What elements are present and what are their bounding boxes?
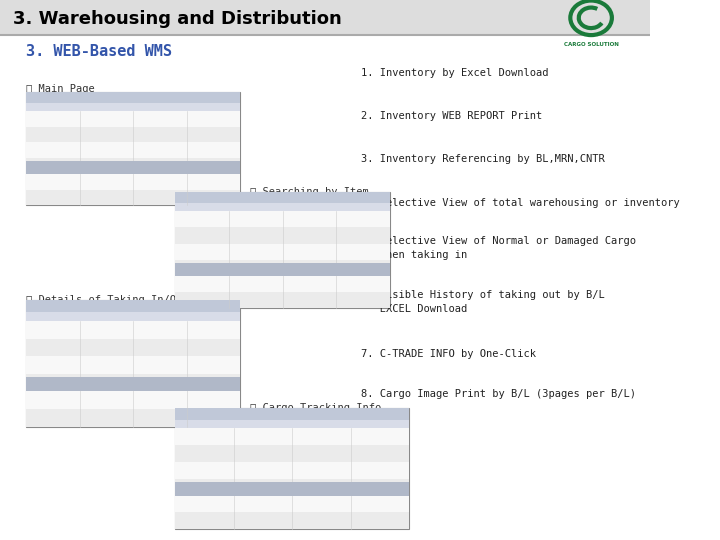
FancyBboxPatch shape (176, 203, 390, 212)
Text: ③ Details of Taking In/Out: ③ Details of Taking In/Out (26, 295, 189, 305)
FancyBboxPatch shape (176, 408, 409, 529)
Text: 7. C-TRADE INFO by One-Click: 7. C-TRADE INFO by One-Click (361, 349, 536, 359)
FancyBboxPatch shape (26, 174, 240, 190)
FancyBboxPatch shape (176, 212, 390, 227)
FancyBboxPatch shape (26, 374, 240, 391)
Text: ② Searching by Item: ② Searching by Item (250, 187, 369, 197)
FancyBboxPatch shape (26, 103, 240, 111)
FancyBboxPatch shape (26, 321, 240, 339)
FancyBboxPatch shape (176, 227, 390, 244)
FancyBboxPatch shape (176, 244, 390, 260)
FancyBboxPatch shape (176, 263, 390, 276)
FancyBboxPatch shape (176, 292, 390, 308)
Text: 5. Selective View of Normal or Damaged Cargo
   when taking in: 5. Selective View of Normal or Damaged C… (361, 237, 636, 260)
Text: ④ Cargo Tracking Info.: ④ Cargo Tracking Info. (250, 403, 387, 413)
FancyBboxPatch shape (26, 92, 240, 103)
Text: ① Main Page: ① Main Page (26, 84, 95, 94)
FancyBboxPatch shape (26, 339, 240, 356)
FancyBboxPatch shape (26, 158, 240, 174)
FancyBboxPatch shape (176, 192, 390, 308)
FancyBboxPatch shape (0, 0, 649, 35)
Text: 1. Inventory by Excel Download: 1. Inventory by Excel Download (361, 68, 548, 78)
Text: 6. Visible History of taking out by B/L
   EXCEL Download: 6. Visible History of taking out by B/L … (361, 291, 604, 314)
Text: 2. Inventory WEB REPORT Print: 2. Inventory WEB REPORT Print (361, 111, 541, 121)
FancyBboxPatch shape (176, 260, 390, 276)
FancyBboxPatch shape (26, 300, 240, 312)
FancyBboxPatch shape (26, 356, 240, 374)
FancyBboxPatch shape (26, 190, 240, 205)
FancyBboxPatch shape (176, 192, 390, 203)
Text: 3. Inventory Referencing by BL,MRN,CNTR: 3. Inventory Referencing by BL,MRN,CNTR (361, 154, 604, 164)
FancyBboxPatch shape (176, 479, 409, 496)
FancyBboxPatch shape (176, 512, 409, 529)
FancyBboxPatch shape (176, 420, 409, 428)
FancyBboxPatch shape (176, 408, 409, 420)
Text: 3. Warehousing and Distribution: 3. Warehousing and Distribution (13, 10, 342, 28)
FancyBboxPatch shape (26, 143, 240, 158)
Text: CARGO SOLUTION: CARGO SOLUTION (564, 42, 618, 47)
FancyBboxPatch shape (176, 462, 409, 479)
FancyBboxPatch shape (26, 92, 240, 205)
FancyBboxPatch shape (176, 482, 409, 496)
FancyBboxPatch shape (26, 161, 240, 174)
FancyBboxPatch shape (26, 111, 240, 127)
Text: 3. WEB-Based WMS: 3. WEB-Based WMS (26, 44, 172, 59)
FancyBboxPatch shape (26, 312, 240, 321)
FancyBboxPatch shape (26, 377, 240, 392)
FancyBboxPatch shape (176, 496, 409, 512)
FancyBboxPatch shape (26, 409, 240, 427)
Text: 8. Cargo Image Print by B/L (3pages per B/L): 8. Cargo Image Print by B/L (3pages per … (361, 389, 636, 399)
FancyBboxPatch shape (176, 428, 409, 445)
Text: 4. Selective View of total warehousing or inventory: 4. Selective View of total warehousing o… (361, 198, 679, 207)
FancyBboxPatch shape (26, 127, 240, 143)
FancyBboxPatch shape (26, 392, 240, 409)
FancyBboxPatch shape (26, 300, 240, 427)
FancyBboxPatch shape (176, 276, 390, 292)
FancyBboxPatch shape (176, 445, 409, 462)
